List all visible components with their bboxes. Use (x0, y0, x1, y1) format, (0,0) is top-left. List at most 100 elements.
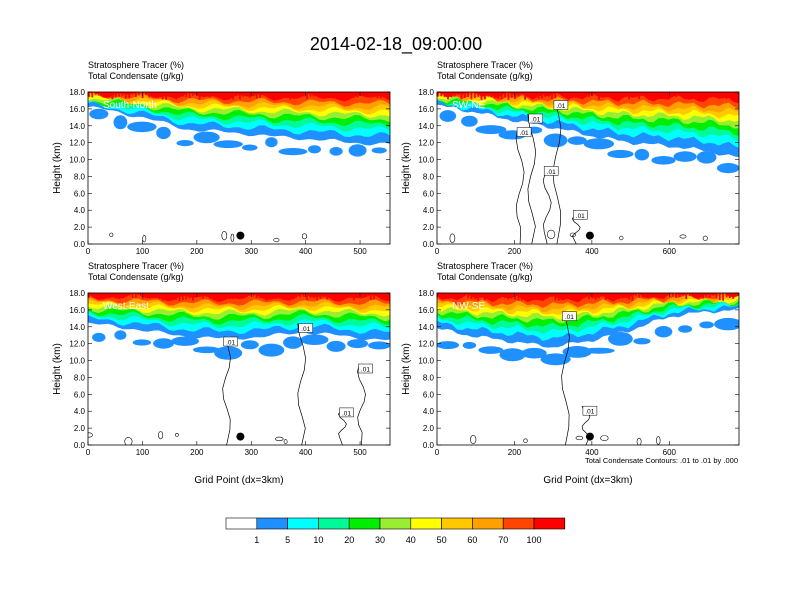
condensate-blob (127, 121, 157, 133)
tracer-fringe (440, 92, 443, 97)
tracer-fringe (175, 293, 177, 300)
x-tick-label: 500 (353, 448, 367, 457)
tracer-fringe (614, 92, 617, 98)
tracer-fringe (299, 92, 302, 97)
y-tick-label: 8.0 (423, 172, 435, 181)
condensate-blob (461, 115, 478, 127)
tracer-fringe (682, 92, 684, 95)
tracer-fringe (443, 92, 446, 98)
tracer-fringe (735, 293, 738, 296)
tracer-fringe (604, 92, 607, 95)
tracer-fringe (333, 92, 335, 99)
tracer-fringe (91, 92, 94, 98)
tracer-fringe (151, 293, 154, 297)
tracer-fringe (463, 293, 466, 296)
tracer-fringe (259, 92, 261, 98)
tracer-fringe (692, 293, 694, 296)
tracer-fringe (316, 92, 318, 96)
panel-title-tracer: Stratosphere Tracer (%) (437, 261, 533, 271)
tracer-fringe (638, 92, 641, 99)
condensate-blob (543, 133, 568, 148)
contour-label-box (298, 323, 313, 333)
contour-label-box (562, 311, 577, 321)
condensate-blob (258, 343, 285, 357)
tracer-fringe (326, 92, 328, 95)
tracer-fringe (473, 92, 476, 99)
tracer-fringe (655, 293, 657, 297)
tracer-fringe (500, 293, 503, 297)
tracer-fringe (178, 92, 181, 96)
tracer-fringe (567, 293, 570, 297)
tracer-fringe (282, 92, 285, 99)
tracer-fringe (363, 293, 365, 298)
x-tick-label: 400 (585, 448, 599, 457)
tracer-fringe (363, 92, 365, 96)
tracer-fringe (252, 293, 255, 297)
tracer-fringe (212, 293, 214, 298)
tracer-fringe (239, 293, 241, 297)
condensate-blob (326, 340, 346, 352)
condensate-blob (92, 332, 106, 342)
condensate-contour (230, 233, 235, 242)
tracer-fringe (165, 293, 167, 301)
tracer-fringe (235, 92, 238, 96)
tracer-fringe (366, 293, 369, 297)
tracer-fringe (631, 92, 634, 98)
tracer-fringe (698, 92, 701, 100)
tracer-fringe (104, 92, 107, 97)
tracer-fringe (124, 92, 127, 99)
tracer-fringe (279, 92, 282, 97)
x-tick-label: 0 (435, 448, 440, 457)
tracer-fringe (534, 293, 537, 297)
tracer-fringe (286, 293, 288, 297)
condensate-contour-line (357, 363, 366, 445)
tracer-fringe (497, 92, 500, 99)
panel-title-tracer: Stratosphere Tracer (%) (88, 60, 184, 70)
tracer-fringe (574, 92, 577, 95)
colorbar-cell (410, 517, 442, 530)
tracer-fringe (524, 92, 526, 100)
tracer-fringe (581, 293, 584, 297)
condensate-blob (308, 145, 321, 154)
y-tick-label: 2.0 (423, 424, 435, 433)
y-tick-label: 18.0 (69, 88, 85, 97)
tracer-fringe (91, 293, 94, 296)
x-tick-label: 200 (190, 247, 204, 256)
tracer-fringe (135, 92, 137, 97)
tracer-fringe (584, 92, 587, 96)
y-tick-label: 18.0 (69, 289, 85, 298)
y-tick-label: 10.0 (418, 357, 434, 366)
condensate-contour (523, 438, 528, 444)
colorbar-label: 100 (526, 535, 541, 545)
tracer-fringe (561, 92, 563, 97)
tracer-fringe (487, 92, 490, 97)
tracer-fringe (443, 293, 446, 299)
tracer-fringe (658, 293, 661, 297)
condensate-blob (368, 341, 390, 350)
tracer-fringe (235, 293, 238, 296)
condensate-contour (600, 435, 609, 441)
tracer-fringe (275, 293, 278, 296)
tracer-fringe (641, 293, 644, 298)
condensate-contour (449, 233, 456, 243)
tracer-fringe (269, 293, 271, 296)
plot-frame (87, 292, 391, 446)
y-tick-label: 2.0 (74, 424, 86, 433)
colorbar-label: 5 (285, 535, 290, 545)
tracer-fringe (138, 293, 141, 295)
contour-note: Total Condensate Contours: .01 to .01 by… (585, 456, 738, 465)
tracer-fringe (715, 293, 718, 299)
tracer-fringe (111, 92, 114, 100)
tracer-fringe (316, 293, 318, 301)
tracer-fringe (242, 293, 245, 296)
colorbar-cell (287, 517, 319, 530)
condensate-contour (142, 235, 147, 243)
colorbar-cell (533, 517, 566, 530)
condensate-blob (633, 338, 651, 345)
tracer-fringe (322, 92, 325, 99)
tracer-fringe (121, 92, 124, 96)
tracer-fringe (645, 293, 647, 298)
condensate-blob (348, 144, 367, 157)
panel-name: West-East (103, 301, 149, 312)
condensate-blob (240, 340, 259, 350)
